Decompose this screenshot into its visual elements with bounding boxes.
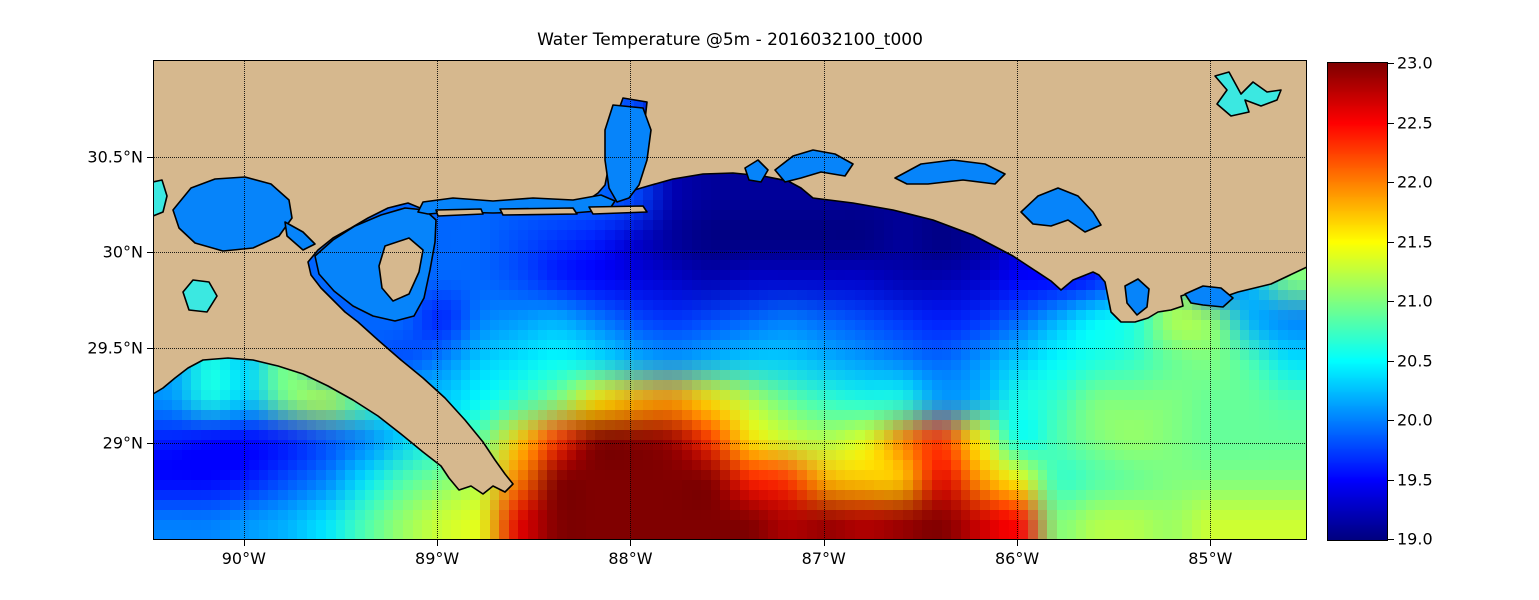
x-tick-mark — [243, 540, 245, 546]
colorbar-tick-mark — [1388, 301, 1394, 302]
lake-pontchartrain — [172, 176, 293, 252]
x-tick-label: 90°W — [221, 549, 266, 568]
y-tick-label: 29.5°N — [87, 338, 143, 358]
colorbar-tick-label: 19.5 — [1397, 470, 1433, 489]
x-tick-label: 85°W — [1188, 549, 1233, 568]
lake-maurepas — [153, 179, 168, 217]
colorbar — [1327, 62, 1388, 541]
colorbar-tick-mark — [1388, 420, 1394, 421]
mobile-bay — [604, 104, 652, 203]
colorbar-tick-mark — [1388, 63, 1394, 64]
gridline-longitude — [243, 60, 245, 540]
colorbar-tick-mark — [1388, 122, 1394, 124]
figure-title: Water Temperature @5m - 2016032100_t000 — [537, 30, 923, 50]
y-tick-mark — [147, 157, 153, 159]
x-tick-label: 87°W — [801, 549, 846, 568]
choctawhatchee-bay — [894, 159, 1006, 185]
gridline-longitude — [630, 60, 632, 540]
colorbar-tick-label: 23.0 — [1397, 53, 1433, 73]
barrier-island-dauphin — [588, 205, 648, 215]
gridline-latitude — [153, 442, 1307, 444]
colorbar-tick-label: 22.0 — [1397, 172, 1433, 192]
lake-florida — [1214, 71, 1282, 117]
colorbar-tick-mark — [1388, 539, 1394, 540]
x-tick-label: 86°W — [994, 549, 1040, 568]
gridline-latitude — [153, 252, 1307, 254]
barrier-island-horn — [499, 207, 578, 216]
colorbar-canvas — [1328, 63, 1387, 540]
gridline-latitude — [153, 347, 1307, 349]
y-tick-label: 29°N — [102, 433, 143, 453]
gridline-latitude — [153, 157, 1307, 159]
x-tick-mark — [437, 540, 439, 546]
colorbar-tick-label: 20.0 — [1397, 410, 1433, 430]
x-tick-label: 89°W — [415, 549, 460, 568]
colorbar-tick-mark — [1388, 479, 1394, 481]
colorbar-tick-label: 20.5 — [1397, 351, 1433, 370]
marsh-biloxi — [378, 237, 424, 302]
y-tick-mark — [147, 347, 153, 349]
gridline-longitude — [1210, 60, 1212, 540]
y-tick-label: 30.5°N — [87, 147, 143, 167]
colorbar-tick-mark — [1388, 182, 1394, 183]
perdido-bay — [744, 159, 769, 183]
colorbar-tick-label: 22.5 — [1397, 113, 1433, 132]
colorbar-tick-label: 19.0 — [1397, 529, 1433, 549]
x-tick-label: 88°W — [608, 549, 653, 568]
barrier-island-ship — [435, 208, 484, 217]
gridline-longitude — [823, 60, 825, 540]
x-tick-mark — [630, 540, 632, 546]
colorbar-tick-label: 21.0 — [1397, 291, 1433, 311]
x-tick-mark — [1210, 540, 1212, 546]
st-joseph-bay — [1124, 278, 1150, 316]
strait-rigolets — [284, 221, 316, 251]
colorbar-tick-label: 21.5 — [1397, 232, 1433, 251]
y-tick-label: 30°N — [102, 242, 143, 262]
colorbar-tick-mark — [1388, 241, 1394, 243]
y-tick-mark — [147, 442, 153, 444]
gridline-longitude — [1017, 60, 1019, 540]
coastal-inlet-east — [1184, 285, 1234, 308]
x-tick-mark — [823, 540, 825, 546]
y-tick-mark — [147, 252, 153, 254]
x-tick-mark — [1017, 540, 1019, 546]
coastline-overlay — [153, 60, 1307, 495]
lake-salvador — [182, 279, 218, 313]
st-andrew-bay — [1020, 187, 1102, 233]
colorbar-tick-mark — [1388, 360, 1394, 362]
gridline-longitude — [437, 60, 439, 540]
